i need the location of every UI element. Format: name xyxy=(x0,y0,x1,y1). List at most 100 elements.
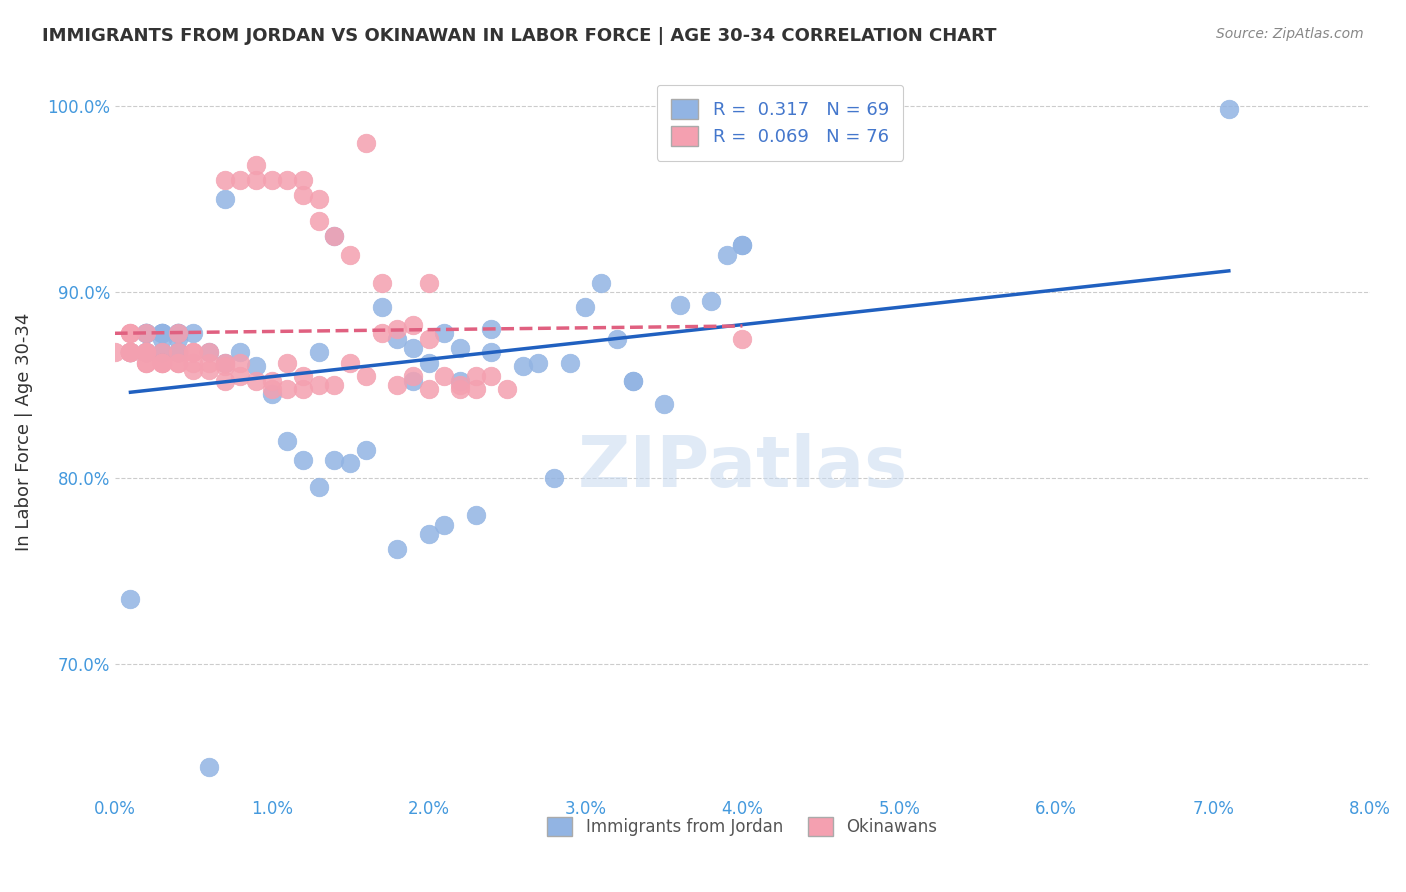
Point xyxy=(402,341,425,355)
Point xyxy=(731,331,754,345)
Point xyxy=(479,368,502,383)
Point xyxy=(433,326,456,340)
Point xyxy=(181,344,204,359)
Point xyxy=(135,326,157,340)
Point xyxy=(135,344,157,359)
Point xyxy=(198,356,221,370)
Point xyxy=(120,344,142,359)
Point xyxy=(181,344,204,359)
Point xyxy=(104,344,127,359)
Point xyxy=(214,192,236,206)
Point xyxy=(150,344,173,359)
Point xyxy=(198,363,221,377)
Point xyxy=(245,158,267,172)
Point xyxy=(433,368,456,383)
Point xyxy=(449,375,471,389)
Point xyxy=(120,344,142,359)
Point xyxy=(402,368,425,383)
Point xyxy=(668,298,690,312)
Point xyxy=(135,326,157,340)
Point xyxy=(166,326,188,340)
Point xyxy=(181,326,204,340)
Point xyxy=(120,344,142,359)
Point xyxy=(276,173,298,187)
Point xyxy=(574,300,596,314)
Point xyxy=(464,368,486,383)
Point xyxy=(387,322,409,336)
Point xyxy=(150,356,173,370)
Point xyxy=(135,326,157,340)
Point xyxy=(292,452,315,467)
Point xyxy=(479,322,502,336)
Point xyxy=(387,378,409,392)
Point xyxy=(339,356,361,370)
Point xyxy=(214,359,236,374)
Point xyxy=(433,517,456,532)
Point xyxy=(387,541,409,556)
Point xyxy=(245,173,267,187)
Point xyxy=(543,471,565,485)
Point xyxy=(323,229,346,244)
Point xyxy=(135,344,157,359)
Point xyxy=(276,356,298,370)
Point xyxy=(166,331,188,345)
Point xyxy=(323,452,346,467)
Point xyxy=(387,331,409,345)
Point xyxy=(731,238,754,252)
Point xyxy=(1218,103,1240,117)
Point xyxy=(150,326,173,340)
Point xyxy=(700,294,723,309)
Point xyxy=(150,326,173,340)
Point xyxy=(166,344,188,359)
Point xyxy=(339,248,361,262)
Point xyxy=(166,326,188,340)
Y-axis label: In Labor Force | Age 30-34: In Labor Force | Age 30-34 xyxy=(15,312,32,550)
Point xyxy=(150,326,173,340)
Point xyxy=(276,382,298,396)
Point xyxy=(591,276,613,290)
Point xyxy=(245,359,267,374)
Point xyxy=(479,344,502,359)
Point xyxy=(150,356,173,370)
Point xyxy=(166,344,188,359)
Point xyxy=(214,173,236,187)
Text: Source: ZipAtlas.com: Source: ZipAtlas.com xyxy=(1216,27,1364,41)
Point xyxy=(464,382,486,396)
Point xyxy=(418,331,440,345)
Point xyxy=(292,188,315,202)
Text: IMMIGRANTS FROM JORDAN VS OKINAWAN IN LABOR FORCE | AGE 30-34 CORRELATION CHART: IMMIGRANTS FROM JORDAN VS OKINAWAN IN LA… xyxy=(42,27,997,45)
Point xyxy=(245,375,267,389)
Point xyxy=(120,344,142,359)
Point xyxy=(229,368,252,383)
Point xyxy=(512,359,534,374)
Point xyxy=(260,375,283,389)
Point xyxy=(135,356,157,370)
Point xyxy=(229,173,252,187)
Point xyxy=(260,173,283,187)
Point xyxy=(135,356,157,370)
Point xyxy=(229,344,252,359)
Point xyxy=(135,344,157,359)
Point xyxy=(402,318,425,333)
Point xyxy=(150,344,173,359)
Point xyxy=(621,375,644,389)
Point xyxy=(418,382,440,396)
Point xyxy=(558,356,581,370)
Point xyxy=(308,192,330,206)
Point xyxy=(150,356,173,370)
Point xyxy=(214,375,236,389)
Point xyxy=(166,326,188,340)
Point xyxy=(260,387,283,401)
Point xyxy=(276,434,298,448)
Point xyxy=(464,508,486,523)
Point xyxy=(120,326,142,340)
Point xyxy=(323,378,346,392)
Point xyxy=(292,173,315,187)
Point xyxy=(120,344,142,359)
Point xyxy=(150,326,173,340)
Point xyxy=(150,344,173,359)
Point xyxy=(527,356,550,370)
Point xyxy=(354,136,377,150)
Point xyxy=(214,356,236,370)
Point xyxy=(166,356,188,370)
